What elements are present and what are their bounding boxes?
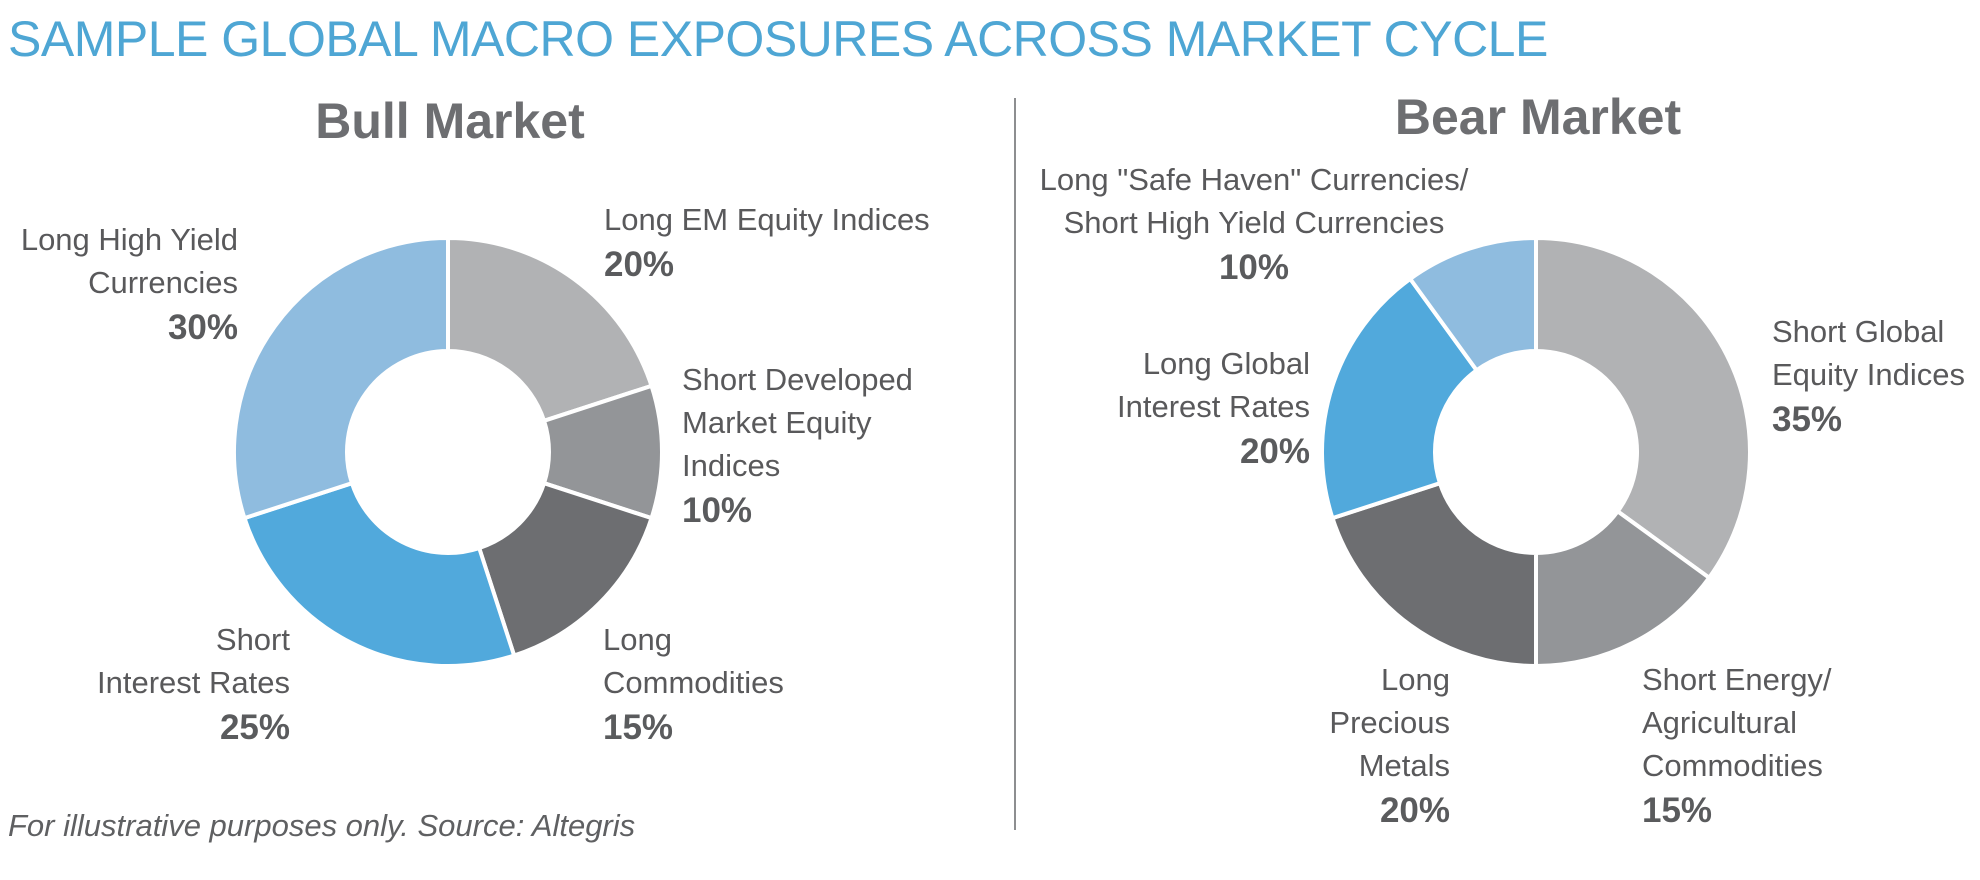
bull-label-long-em-equity: Long EM Equity Indices 20% bbox=[604, 198, 930, 289]
slice-label-line: Metals bbox=[1358, 748, 1450, 783]
bear-label-short-energy-agri: Short Energy/ Agricultural Commodities 1… bbox=[1642, 658, 1832, 835]
slice-label-line: Short bbox=[215, 622, 290, 657]
slice-label-line: Precious bbox=[1329, 705, 1450, 740]
bull-slice-long-commodities bbox=[477, 481, 654, 658]
bull-slice-long-high-yield-currencies bbox=[232, 236, 450, 521]
page-title: SAMPLE GLOBAL MACRO EXPOSURES ACROSS MAR… bbox=[8, 11, 1548, 67]
slice-label-line: Interest Rates bbox=[97, 665, 290, 700]
bear-slice-long-safe-haven-currencies-short-high-yield-currencies bbox=[1408, 236, 1538, 373]
slice-label-line: Equity Indices bbox=[1772, 357, 1965, 392]
slice-percent: 25% bbox=[219, 708, 290, 747]
slice-percent: 30% bbox=[167, 308, 238, 347]
slice-label-line: Long bbox=[1381, 662, 1450, 697]
slice-label-line: Market Equity bbox=[682, 405, 872, 440]
bear-label-safe-haven-currencies: Long "Safe Haven" Currencies/ Short High… bbox=[1024, 158, 1484, 292]
slice-percent: 20% bbox=[1379, 791, 1450, 830]
bear-slice-short-energy-agricultural-commodities bbox=[1534, 509, 1712, 668]
slice-percent: 15% bbox=[603, 708, 674, 747]
slice-label-line: Commodities bbox=[1642, 748, 1823, 783]
bear-chart-title: Bear Market bbox=[1394, 89, 1682, 145]
bear-slice-long-precious-metals bbox=[1330, 481, 1538, 668]
bull-label-long-high-yield: Long High Yield Currencies 30% bbox=[21, 218, 238, 352]
bear-label-long-global-interest-rates: Long Global Interest Rates 20% bbox=[1117, 342, 1310, 476]
slice-percent: 10% bbox=[1218, 248, 1290, 287]
bear-slice-short-global-equity-indices bbox=[1534, 236, 1752, 580]
slice-label-line: Currencies bbox=[88, 265, 238, 300]
bull-label-short-interest-rates: Short Interest Rates 25% bbox=[97, 618, 290, 752]
bull-slice-long-em-equity-indices bbox=[446, 236, 654, 423]
slice-label-line: Long EM Equity Indices bbox=[604, 202, 930, 237]
slice-label-line: Short Global bbox=[1772, 314, 1945, 349]
slice-label-line: Short High Yield Currencies bbox=[1063, 205, 1445, 240]
bull-chart-title: Bull Market bbox=[315, 93, 585, 149]
slice-percent: 10% bbox=[682, 491, 753, 530]
slice-label-line: Long bbox=[603, 622, 672, 657]
slice-label-line: Long "Safe Haven" Currencies/ bbox=[1039, 162, 1469, 197]
bear-slice-long-global-interest-rates bbox=[1320, 276, 1479, 521]
slice-percent: 35% bbox=[1772, 400, 1843, 439]
bear-label-short-global-equity: Short Global Equity Indices 35% bbox=[1772, 310, 1965, 444]
slice-label-line: Agricultural bbox=[1642, 705, 1798, 740]
bull-label-short-developed-equity: Short Developed Market Equity Indices 10… bbox=[682, 358, 913, 535]
source-footnote: For illustrative purposes only. Source: … bbox=[8, 808, 636, 843]
slice-label-line: Indices bbox=[682, 448, 781, 483]
slice-label-line: Short Developed bbox=[682, 362, 913, 397]
chart-divider bbox=[1014, 98, 1016, 830]
bull-slice-short-interest-rates bbox=[242, 481, 517, 668]
bull-label-long-commodities: Long Commodities 15% bbox=[603, 618, 784, 752]
slice-label-line: Commodities bbox=[603, 665, 784, 700]
slice-percent: 20% bbox=[1239, 432, 1310, 471]
slice-label-line: Short Energy/ bbox=[1642, 662, 1832, 697]
slice-percent: 20% bbox=[604, 245, 675, 284]
slice-percent: 15% bbox=[1642, 791, 1713, 830]
slice-label-line: Interest Rates bbox=[1117, 389, 1310, 424]
bear-label-long-precious-metals: Long Precious Metals 20% bbox=[1329, 658, 1450, 835]
slice-label-line: Long Global bbox=[1142, 346, 1310, 381]
slice-label-line: Long High Yield bbox=[20, 222, 238, 257]
